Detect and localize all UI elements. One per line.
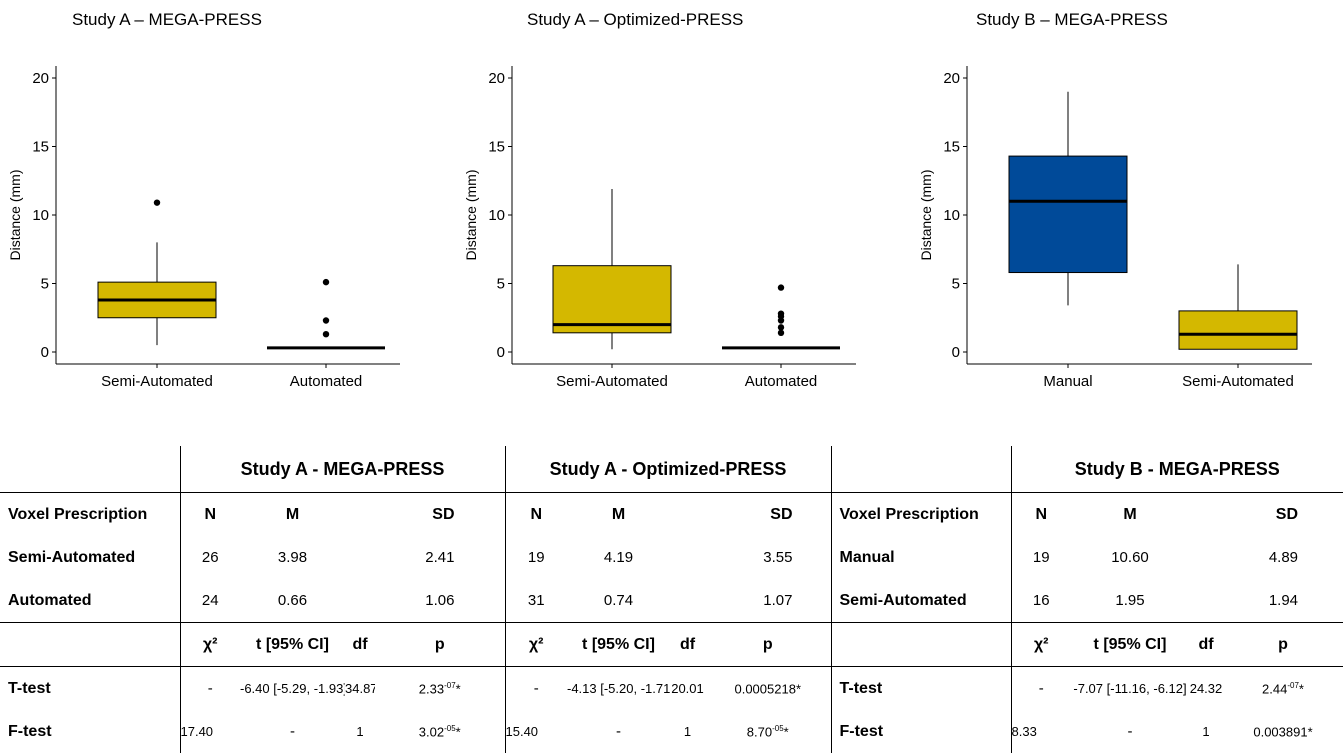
study-a-mega-header: Study A - MEGA-PRESS	[180, 446, 506, 493]
y-axis-label: Distance (mm)	[463, 169, 479, 260]
outlier-point	[777, 324, 785, 331]
study-b-mega-header: Study B - MEGA-PRESS	[1011, 446, 1343, 493]
x-tick-label: Manual	[1043, 373, 1092, 390]
box-iqr	[1008, 155, 1128, 274]
test-header-row: χ² t [95% CI] df p χ² t [95% CI] df p χ²…	[0, 622, 1343, 667]
outlier-point	[777, 310, 785, 317]
outlier-point	[322, 330, 330, 338]
outlier-point	[777, 329, 785, 337]
x-tick-label: Semi-Automated	[101, 373, 213, 390]
col-sd: SD	[1275, 505, 1299, 523]
outlier-point	[322, 317, 330, 324]
y-tick-label: 5	[952, 276, 960, 293]
plot-title-3: Study B – MEGA-PRESS	[976, 10, 1168, 29]
y-tick-label: 0	[497, 344, 505, 361]
y-tick-label: 10	[488, 207, 505, 224]
col-m: M	[285, 505, 300, 523]
box-iqr	[1178, 310, 1298, 350]
col-m: M	[1123, 505, 1137, 523]
y-axis-label: Distance (mm)	[918, 169, 934, 260]
col-n: N	[204, 505, 217, 523]
y-tick-label: 10	[32, 207, 49, 224]
voxel-label: Voxel Prescription	[831, 492, 1012, 536]
y-tick-label: 15	[943, 139, 960, 156]
y-tick-label: 15	[32, 139, 49, 156]
y-tick-label: 15	[488, 139, 505, 156]
f-test-row: F-test 17.40 - 1 3.02-05* 15.40 - 1 8.70…	[0, 710, 1343, 753]
y-tick-label: 10	[943, 207, 960, 224]
outlier-point	[153, 199, 161, 206]
y-tick-label: 20	[943, 70, 960, 87]
x-tick-label: Automated	[745, 373, 818, 390]
boxplot-charts: 0 5 10 15 20 Distance (mm) Semi-Automated Autom…	[7, 66, 1312, 390]
study-a-opt-header: Study A - Optimized-PRESS	[505, 446, 832, 493]
col-n: N	[530, 505, 543, 523]
y-tick-label: 5	[497, 276, 505, 293]
x-tick-label: Semi-Automated	[1182, 373, 1294, 390]
desc-header-row: Voxel Prescription N M SD N M SD Voxel P…	[0, 492, 1343, 536]
col-n: N	[1035, 505, 1048, 523]
y-tick-label: 20	[488, 70, 505, 87]
plot-title-1: Study A – MEGA-PRESS	[72, 10, 262, 29]
statistics-table: Study A - MEGA-PRESS Study A - Optimized…	[0, 446, 1343, 753]
col-sd: SD	[670, 492, 832, 536]
plot-title-2: Study A – Optimized-PRESS	[527, 10, 744, 29]
y-tick-label: 5	[41, 276, 49, 293]
box-iqr	[552, 265, 672, 334]
y-tick-label: 20	[32, 70, 49, 87]
table-row: Automated 24 0.66 1.06 31 0.74 1.07 Semi…	[0, 579, 1343, 623]
x-tick-label: Semi-Automated	[556, 373, 668, 390]
col-sd: SD	[345, 492, 506, 536]
x-tick-label: Automated	[290, 373, 363, 390]
outlier-point	[777, 284, 785, 291]
t-test-row: T-test - -6.40 [-5.29, -1.93] 34.87 2.33…	[0, 666, 1343, 710]
outlier-point	[322, 278, 330, 286]
voxel-label: Voxel Prescription	[0, 492, 181, 536]
y-tick-label: 0	[41, 344, 49, 361]
table-row: Semi-Automated 26 3.98 2.41 19 4.19 3.55…	[0, 536, 1343, 579]
col-m: M	[611, 505, 626, 523]
study-header-row: Study A - MEGA-PRESS Study A - Optimized…	[0, 446, 1343, 493]
y-axis-label: Distance (mm)	[7, 169, 23, 260]
y-tick-label: 0	[952, 344, 960, 361]
